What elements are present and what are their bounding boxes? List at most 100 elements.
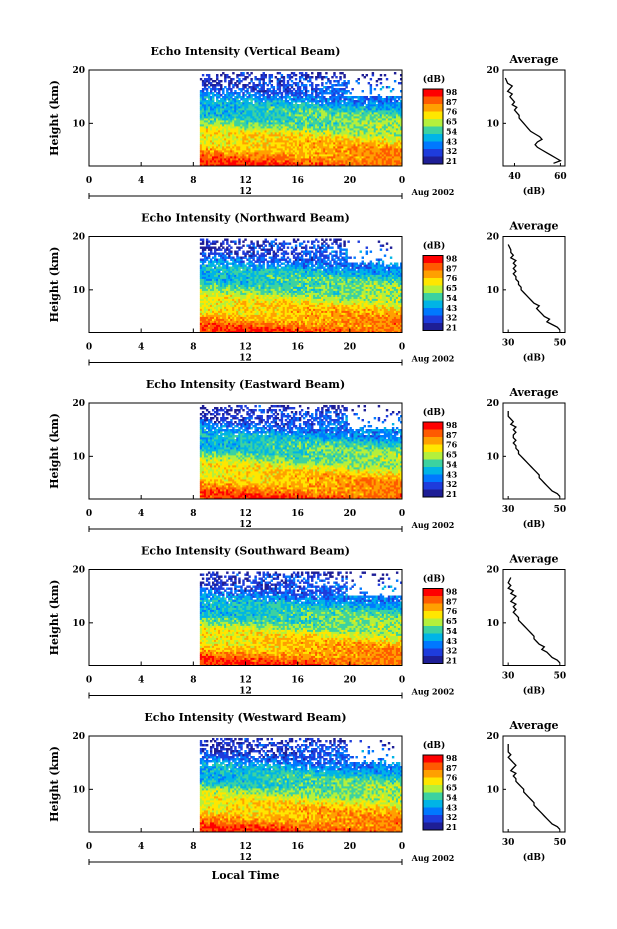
- heat-cell: [218, 162, 221, 165]
- colorbar-label: 32: [446, 146, 457, 156]
- heat-cell: [214, 110, 217, 113]
- heat-cell: [254, 96, 257, 99]
- heat-cell: [226, 76, 229, 79]
- heat-cell: [260, 138, 263, 141]
- heat-cell: [222, 140, 225, 143]
- heat-cell: [250, 146, 253, 149]
- heat-cell: [260, 140, 263, 143]
- heat-cell: [203, 128, 207, 131]
- heat-cell: [199, 128, 203, 131]
- heat-cell: [256, 158, 259, 161]
- heat-cell: [351, 88, 354, 91]
- heat-cell: [201, 164, 205, 167]
- heat-cell: [242, 120, 245, 123]
- heat-cell: [232, 110, 235, 113]
- heat-cell: [222, 130, 225, 133]
- heat-cell: [207, 146, 211, 149]
- heat-cell: [207, 80, 211, 83]
- heat-cell: [232, 118, 235, 121]
- heat-cell: [260, 94, 263, 97]
- heat-cell: [203, 146, 207, 149]
- heat-cell: [260, 106, 263, 109]
- heat-cell: [216, 98, 219, 101]
- heat-cell: [317, 84, 320, 87]
- heat-cell: [211, 156, 215, 159]
- heat-cell: [258, 80, 261, 83]
- heat-cell: [214, 102, 217, 105]
- heat-cell: [244, 140, 247, 143]
- heat-cell: [228, 164, 231, 167]
- heat-cell: [226, 126, 229, 129]
- heat-cell: [230, 150, 233, 153]
- heat-cell: [339, 76, 342, 79]
- heat-cell: [224, 102, 227, 105]
- heat-cell: [230, 132, 233, 135]
- heat-cell: [234, 240, 237, 243]
- heat-cell: [222, 144, 225, 147]
- heat-cell: [246, 112, 249, 115]
- heat-cell: [203, 152, 207, 155]
- heat-cell: [228, 96, 231, 99]
- heat-cell: [209, 154, 213, 157]
- heat-cell: [232, 150, 235, 153]
- heat-cell: [224, 158, 227, 161]
- heat-cell: [205, 158, 209, 161]
- heat-cell: [203, 80, 207, 83]
- heat-cell: [242, 100, 245, 103]
- heat-cell: [211, 152, 215, 155]
- heat-cell: [238, 96, 241, 99]
- heat-cell: [248, 128, 251, 131]
- heat-cell: [207, 148, 211, 151]
- heat-cell: [357, 78, 360, 81]
- heat-cell: [256, 108, 259, 111]
- heat-cell: [220, 164, 223, 167]
- heat-cell: [218, 150, 221, 153]
- heat-cell: [375, 84, 379, 87]
- heat-cell: [246, 124, 249, 127]
- heat-cell: [228, 84, 231, 87]
- heat-cell: [236, 110, 239, 113]
- heat-cell: [220, 134, 223, 137]
- heat-cell: [218, 144, 221, 147]
- heat-cell: [242, 94, 245, 97]
- heat-cell: [256, 156, 259, 159]
- heat-cell: [207, 154, 211, 157]
- heat-cell: [201, 140, 205, 143]
- heat-cell: [236, 100, 239, 103]
- heat-cell: [211, 116, 215, 119]
- heat-cell: [228, 92, 231, 95]
- heat-cell: [240, 140, 243, 143]
- heat-cell: [226, 98, 229, 101]
- heat-cell: [238, 80, 241, 83]
- heat-cell: [236, 150, 239, 153]
- heat-cell: [234, 128, 237, 131]
- heat-cell: [250, 116, 253, 119]
- heat-cell: [216, 118, 219, 121]
- heat-cell: [240, 138, 243, 141]
- heat-cell: [222, 146, 225, 149]
- heat-cell: [254, 138, 257, 141]
- profile-y-tick-label: 20: [486, 66, 499, 76]
- heat-cell: [238, 118, 241, 121]
- heat-cell: [244, 108, 247, 111]
- heat-cell: [230, 78, 233, 81]
- heat-cell: [214, 104, 217, 107]
- heat-cell: [240, 102, 243, 105]
- heat-cell: [224, 108, 227, 111]
- heat-cell: [211, 128, 215, 131]
- heat-cell: [216, 130, 219, 133]
- heat-cell: [207, 118, 211, 121]
- x-tick-label: 0: [86, 176, 92, 186]
- heat-cell: [254, 132, 257, 135]
- colorbar-label: 76: [446, 107, 458, 117]
- heat-cell: [234, 164, 237, 167]
- heat-cell: [214, 108, 217, 111]
- heat-cell: [250, 110, 253, 113]
- heat-cell: [218, 80, 221, 83]
- heat-cell: [242, 156, 245, 159]
- heat-cell: [246, 108, 249, 111]
- heat-cell: [240, 146, 243, 149]
- heat-cell: [220, 122, 223, 125]
- heat-cell: [218, 118, 221, 121]
- heat-cell: [230, 148, 233, 151]
